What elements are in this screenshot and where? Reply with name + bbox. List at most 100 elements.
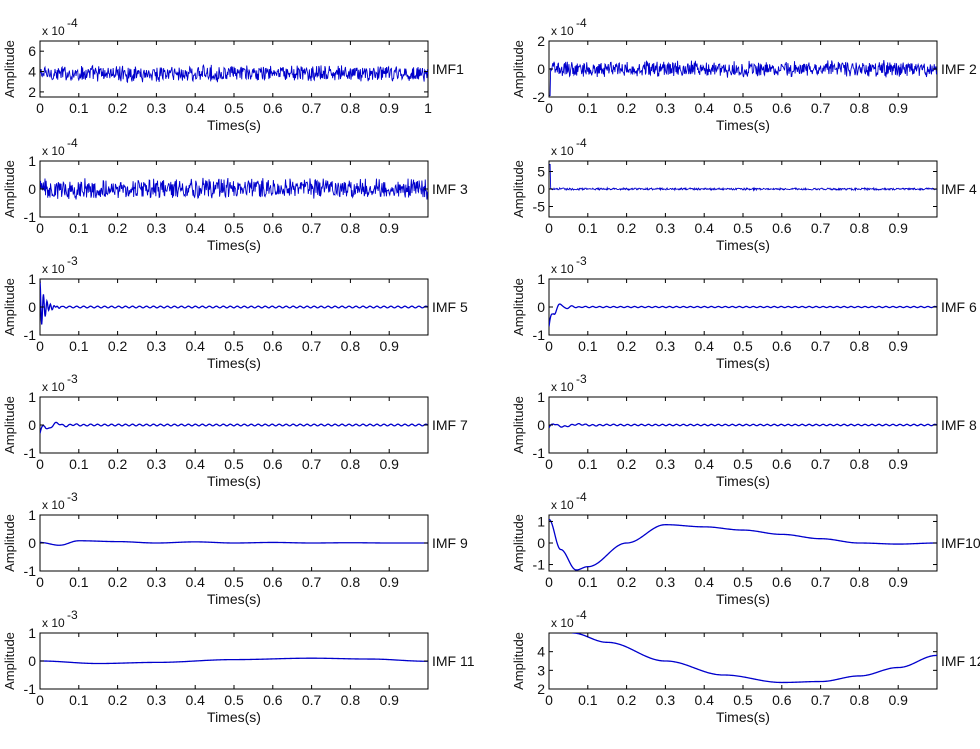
subplot-imf1: x 10-4 0 0.1 0.2 0.3 0.4 0.5 0.6 0.7 0.8 0.9 1 2 4 6 Ti… (2, 16, 464, 133)
x-tick-label: 0.1 (69, 692, 89, 708)
y-axis-label: Amplitude (2, 278, 17, 336)
y-tick-label: 0 (537, 535, 545, 551)
y-tick-label: 0 (537, 417, 545, 433)
x-tick-label: 0.1 (69, 338, 89, 354)
x-tick-label: 0.2 (617, 574, 637, 590)
x-tick-label: 0.5 (224, 692, 244, 708)
exponent-label: x 10 (551, 24, 574, 38)
x-tick-label: 0.6 (263, 338, 283, 354)
imf-label: IMF 11 (432, 653, 475, 669)
imf-label: IMF 4 (941, 181, 977, 197)
x-tick-label: 0.8 (341, 456, 361, 472)
exponent-power: -3 (67, 372, 78, 386)
y-tick-label: -1 (24, 563, 37, 579)
y-tick-label: 0 (28, 181, 36, 197)
x-tick-label: 0.4 (185, 574, 205, 590)
x-tick-label: 0.2 (108, 692, 128, 708)
x-tick-label: 0.4 (185, 692, 205, 708)
imf-label: IMF 3 (432, 181, 468, 197)
exponent-label: x 10 (551, 380, 574, 394)
y-axis-label: Amplitude (2, 632, 17, 690)
x-tick-label: 0.2 (108, 456, 128, 472)
y-tick-label: 4 (537, 644, 545, 660)
y-tick-label: -5 (533, 199, 546, 215)
subplot-imf2: x 10-40 0.1 0.2 0.3 0.4 0.5 0.6 0.7 0.8 0.9-202Ti… (511, 16, 977, 133)
y-tick-label: 3 (537, 662, 545, 678)
y-tick-label: 1 (537, 389, 545, 405)
x-tick-label: 0.4 (694, 692, 714, 708)
x-tick-label: 0.3 (656, 692, 676, 708)
y-axis-label: Amplitude (511, 278, 526, 336)
y-tick-label: -1 (24, 681, 37, 697)
x-tick-label: 0.8 (850, 100, 870, 116)
series-line-imf10 (549, 518, 937, 571)
exponent-label: x 10 (551, 262, 574, 276)
imf-label: IMF 6 (941, 299, 977, 315)
x-tick-label: 0.5 (733, 574, 753, 590)
subplot-imf3: x 10-40 0.1 0.2 0.3 0.4 0.5 0.6 0.7 0.8 0.9-101Ti… (2, 136, 468, 253)
x-axis-label: Times(s) (716, 237, 770, 253)
exponent-label: x 10 (42, 262, 65, 276)
series-line-imf12 (572, 633, 937, 684)
x-tick-label: 0.9 (888, 574, 908, 590)
x-tick-label: 0 (36, 692, 44, 708)
subplot-imf12: x 10-4 0 0.1 0.2 0.3 0.4 0.5 0.6 0.7 0.8 0.9 2 3 4 Tim… (511, 608, 980, 725)
x-tick-label: 0.6 (263, 456, 283, 472)
y-tick-label: 5 (537, 164, 545, 180)
series-line-imf11 (40, 657, 428, 665)
x-tick-label: 0 (545, 338, 553, 354)
x-tick-label: 0.7 (302, 456, 322, 472)
x-tick-label: 0.8 (341, 574, 361, 590)
x-tick-label: 0.6 (263, 574, 283, 590)
x-tick-label: 0.6 (772, 574, 792, 590)
x-tick-label: 0.3 (656, 574, 676, 590)
x-tick-label: 0.9 (888, 692, 908, 708)
x-tick-label: 0.5 (224, 338, 244, 354)
x-tick-label: 0 (545, 220, 553, 236)
exponent-label: x 10 (551, 498, 574, 512)
x-tick-label: 0.5 (733, 220, 753, 236)
x-axis-label: Times(s) (716, 473, 770, 489)
series-line-imf6 (549, 303, 937, 327)
exponent-power: -3 (67, 254, 78, 268)
x-tick-label: 0.4 (185, 456, 205, 472)
x-tick-label: 0.4 (694, 100, 714, 116)
exponent-label: x 10 (42, 498, 65, 512)
exponent-power: -3 (67, 490, 78, 504)
x-tick-label: 0 (545, 100, 553, 116)
x-tick-label: 0.6 (772, 456, 792, 472)
y-tick-label: 1 (28, 507, 36, 523)
x-axis-label: Times(s) (207, 591, 261, 607)
x-tick-label: 0.1 (69, 100, 89, 116)
x-tick-label: 0.8 (850, 456, 870, 472)
y-tick-label: 0 (537, 181, 545, 197)
x-tick-label: 0.6 (263, 100, 283, 116)
subplot-imf10: x 10-40 0.1 0.2 0.3 0.4 0.5 0.6 0.7 0.8 0.9-101Ti… (511, 490, 980, 607)
x-axis-label: Times(s) (716, 355, 770, 371)
exponent-label: x 10 (551, 616, 574, 630)
y-tick-label: -2 (533, 89, 546, 105)
x-tick-label: 0.6 (263, 692, 283, 708)
x-axis-label: Times(s) (207, 473, 261, 489)
x-tick-label: 0.6 (772, 338, 792, 354)
plot-frame (39, 396, 429, 454)
x-axis-label: Times(s) (207, 237, 261, 253)
subplot-imf4: x 10-40 0.1 0.2 0.3 0.4 0.5 0.6 0.7 0.8 0.9-505Ti… (511, 136, 977, 253)
imf-label: IMF 8 (941, 417, 977, 433)
x-tick-label: 0.7 (302, 574, 322, 590)
y-tick-label: 2 (537, 681, 545, 697)
x-tick-label: 0.1 (578, 100, 598, 116)
x-tick-label: 0.8 (850, 692, 870, 708)
x-tick-label: 0.8 (850, 574, 870, 590)
x-tick-label: 0.6 (263, 220, 283, 236)
x-tick-label: 0 (36, 220, 44, 236)
y-tick-label: 2 (28, 84, 36, 100)
y-tick-label: 0 (28, 653, 36, 669)
x-tick-label: 0.3 (147, 220, 167, 236)
series-line-imf2 (549, 60, 937, 97)
exponent-power: -4 (67, 136, 78, 150)
x-tick-label: 0.1 (578, 456, 598, 472)
exponent-label: x 10 (551, 144, 574, 158)
plot-frame (548, 632, 938, 690)
x-tick-label: 0.5 (733, 692, 753, 708)
